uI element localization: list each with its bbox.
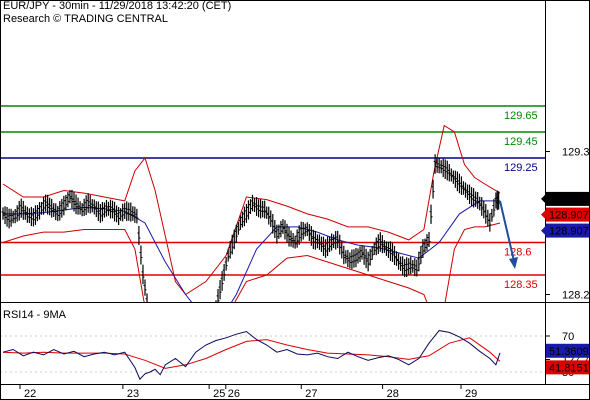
date-tick-label-28: 28 xyxy=(387,388,399,400)
last-price-label-box xyxy=(546,191,589,206)
rsi-plot xyxy=(0,330,545,381)
chart-header-source: Research © TRADING CENTRAL xyxy=(3,13,168,25)
forecast-arrow-shaft xyxy=(499,200,515,262)
level-label-129.25: 129.25 xyxy=(504,162,538,174)
date-tick-label-29: 29 xyxy=(465,388,477,400)
chart-header-symbol: EUR/JPY - 30min - 11/29/2018 13:42:20 (C… xyxy=(3,0,232,12)
date-tick-label-27: 27 xyxy=(305,388,317,400)
bollinger-lower-line xyxy=(2,222,501,302)
price-tick-label-129.3: 129.3 xyxy=(562,147,590,159)
level-label-128.35: 128.35 xyxy=(504,279,538,291)
ma-last-label-pointer xyxy=(541,225,546,236)
price-tick-label-128.2: 128.2 xyxy=(562,290,590,302)
rsi-ma-last-label-box xyxy=(546,360,589,375)
last-price-label: 128.92 xyxy=(549,194,583,206)
rsi-title: RSI14 - 9MA xyxy=(3,309,67,321)
rsi-tick-label-70: 70 xyxy=(562,331,574,343)
rsi-ma-last-label: 41.8151 xyxy=(549,362,589,374)
date-tick-label-22: 22 xyxy=(24,388,36,400)
level-label-128.6: 128.6 xyxy=(504,247,532,259)
ma-last-label-box xyxy=(546,223,589,238)
price-bars xyxy=(1,154,501,302)
level-label-129.45: 129.45 xyxy=(504,136,538,148)
rsi-ma-line xyxy=(2,337,501,369)
last-price-label-pointer xyxy=(541,193,546,204)
ma-last-label: 128.907 xyxy=(549,226,589,238)
bollinger-last-label-pointer xyxy=(541,209,546,220)
rsi-last-label-box xyxy=(546,343,589,358)
rsi-last-label: 51.3609 xyxy=(549,346,589,358)
main-plot xyxy=(0,105,545,302)
forecast-arrow-head xyxy=(509,257,518,269)
level-label-129.65: 129.65 xyxy=(504,110,538,122)
rsi-line xyxy=(2,330,501,381)
date-tick-label-26: 26 xyxy=(228,388,240,400)
rsi-panel: RSI14 - 9MA xyxy=(0,309,545,381)
main-price-panel: 129.65 129.45 129.25 128.6 128.35 xyxy=(0,105,545,302)
date-tick-label-23: 23 xyxy=(127,388,139,400)
date-tick-label-25: 25 xyxy=(213,388,225,400)
bollinger-last-label: 128.907 xyxy=(549,210,589,222)
bollinger-last-label-box xyxy=(546,207,589,222)
